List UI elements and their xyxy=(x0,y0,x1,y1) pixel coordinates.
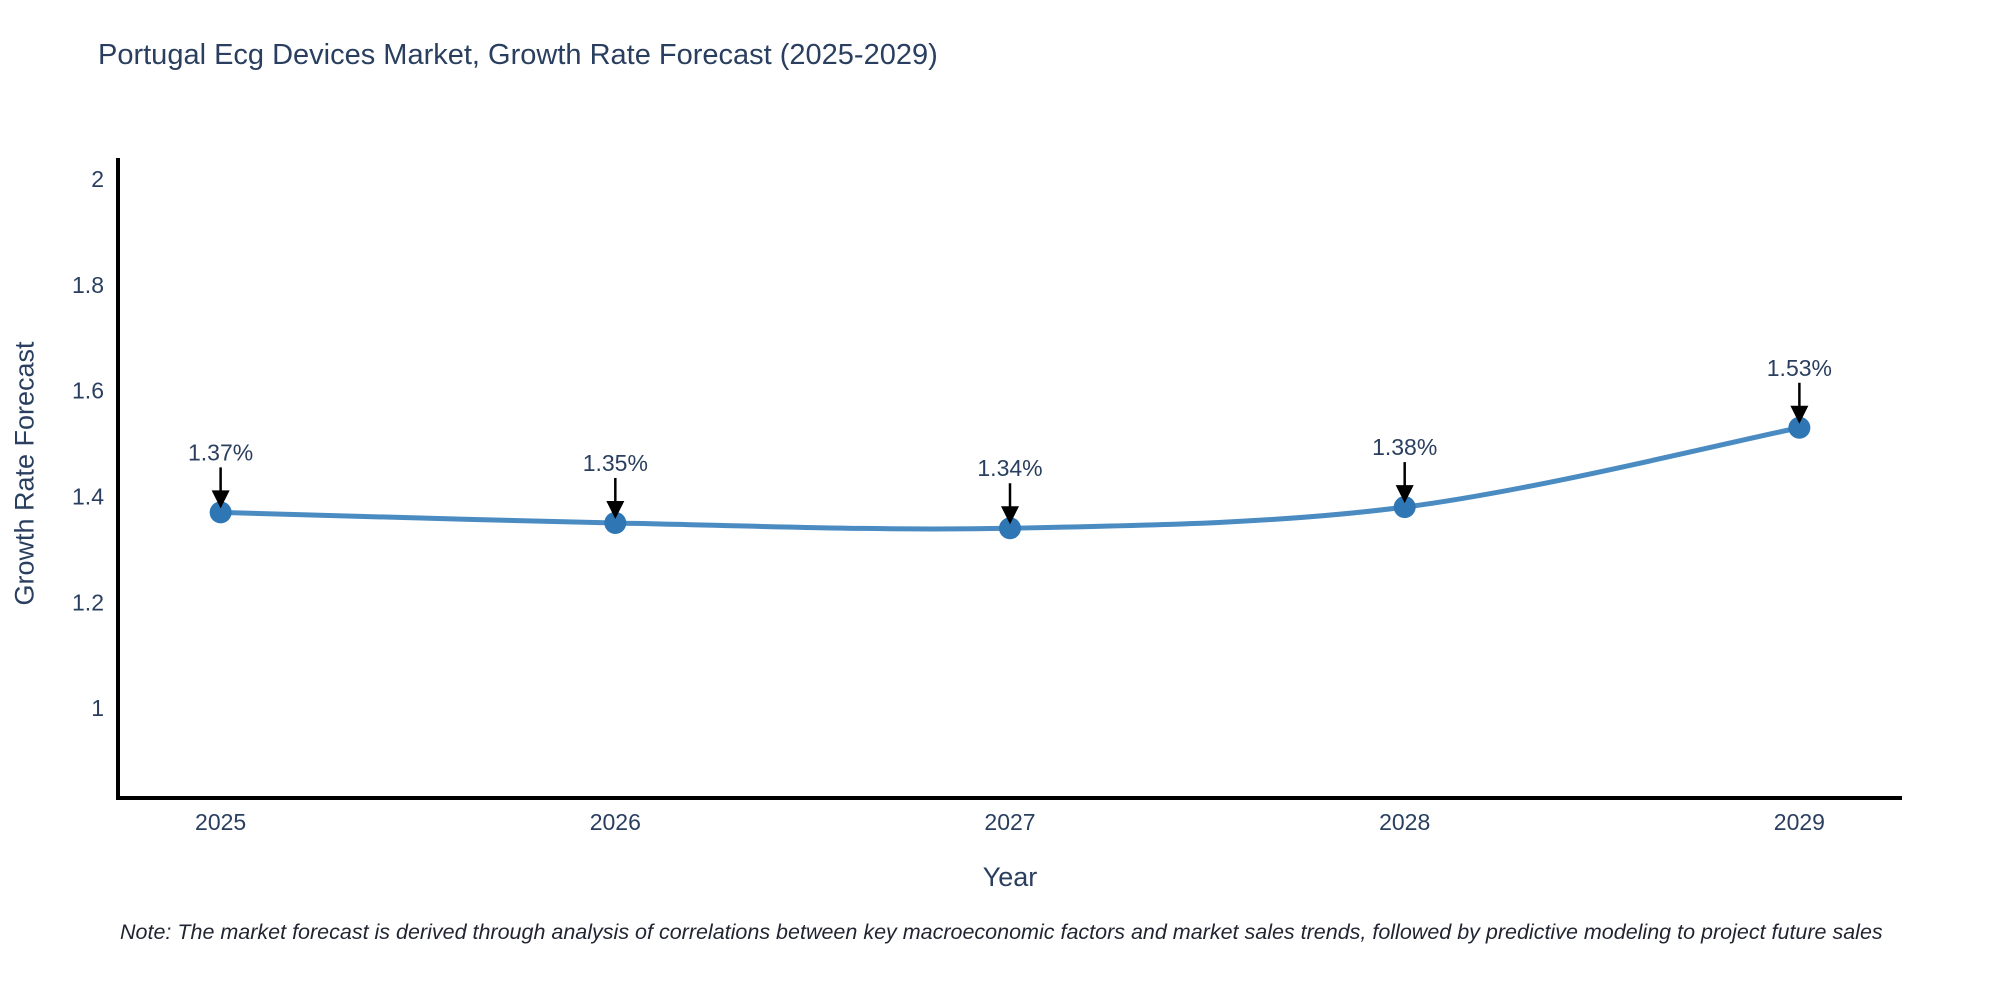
x-axis-title: Year xyxy=(982,862,1038,892)
y-axis-title: Growth Rate Forecast xyxy=(9,341,40,606)
data-point-2026[interactable] xyxy=(604,511,627,534)
y-tick-label: 1.4 xyxy=(72,484,104,510)
annotation-arrowhead xyxy=(211,490,230,509)
y-tick-label: 1.8 xyxy=(72,272,104,298)
y-tick-label: 1.2 xyxy=(72,589,104,615)
y-tick-label: 1.6 xyxy=(72,378,104,404)
data-point-2028[interactable] xyxy=(1393,496,1416,519)
annotation-label-2025: 1.37% xyxy=(188,439,253,465)
point-annotations: 1.37% 1.35% 1.34% 1.38% 1.53% xyxy=(188,355,1832,525)
annotation-label-2029: 1.53% xyxy=(1767,355,1832,381)
y-tick-label: 1 xyxy=(91,695,104,721)
axes xyxy=(116,158,1902,800)
y-tick-label: 2 xyxy=(91,166,104,192)
annotation-label-2028: 1.38% xyxy=(1372,434,1437,460)
data-point-2029[interactable] xyxy=(1788,416,1811,439)
axis-tick-labels: 1 1.2 1.4 1.6 1.8 2 2025 2026 2027 2028 2029 xyxy=(72,166,1825,835)
chart-title: Portugal Ecg Devices Market, Growth Rate… xyxy=(98,39,938,71)
line-series[interactable] xyxy=(209,416,1811,540)
x-tick-label: 2026 xyxy=(590,809,641,835)
data-point-2025[interactable] xyxy=(209,501,232,524)
annotation-arrowhead xyxy=(1790,405,1809,424)
annotation-arrowhead xyxy=(1395,485,1414,504)
x-tick-label: 2029 xyxy=(1774,809,1825,835)
annotation-label-2026: 1.35% xyxy=(583,450,648,476)
x-tick-label: 2027 xyxy=(984,809,1035,835)
annotation-arrowhead xyxy=(606,500,625,519)
annotation-label-2027: 1.34% xyxy=(977,455,1042,481)
x-tick-label: 2028 xyxy=(1379,809,1430,835)
footnote-text: Note: The market forecast is derived thr… xyxy=(120,920,1883,944)
x-tick-label: 2025 xyxy=(195,809,246,835)
annotation-arrowhead xyxy=(1001,506,1019,525)
data-point-2027[interactable] xyxy=(999,517,1021,540)
